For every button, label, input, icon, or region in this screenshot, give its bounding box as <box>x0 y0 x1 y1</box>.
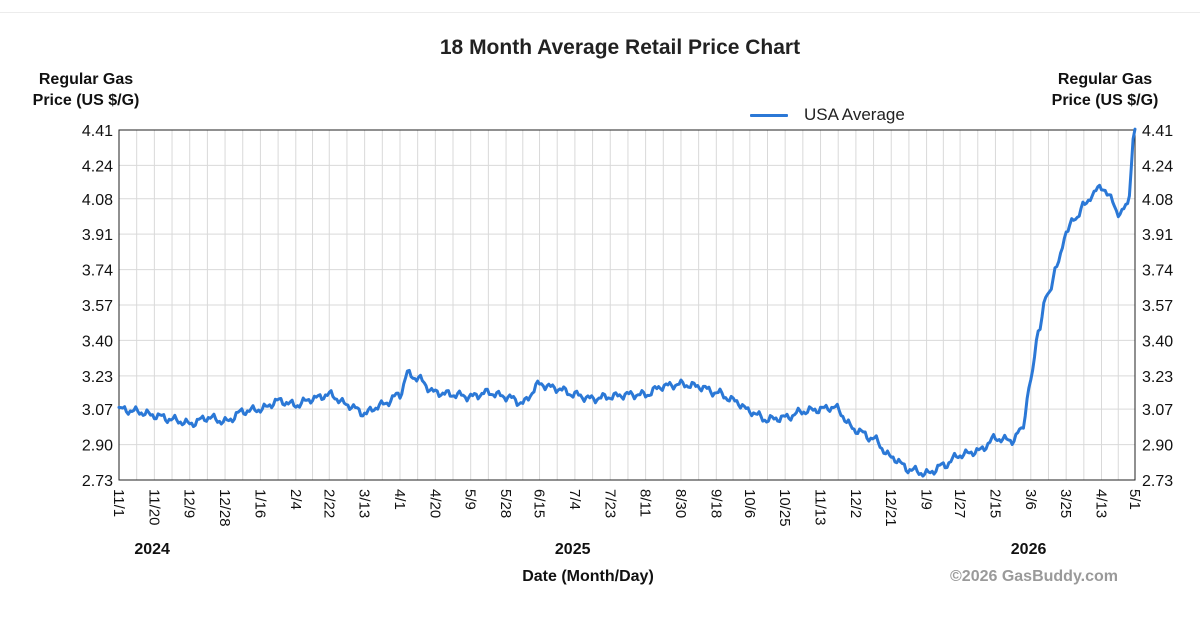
x-tick-label: 11/20 <box>145 489 162 525</box>
x-tick-label: 8/30 <box>672 489 689 518</box>
x-tick-label: 11/13 <box>812 489 829 525</box>
legend-label: USA Average <box>804 105 905 124</box>
year-label: 2026 <box>1010 541 1047 558</box>
x-tick-label: 10/6 <box>741 489 758 518</box>
x-tick-label: 1/16 <box>251 489 268 518</box>
y-axis-title-left-line1: Regular Gas <box>38 71 134 88</box>
y-tick-label-right: 3.74 <box>1142 263 1173 280</box>
y-tick-label-left: 3.40 <box>82 333 113 350</box>
y-tick-label-right: 4.08 <box>1142 192 1173 209</box>
x-tick-label: 12/21 <box>882 489 899 527</box>
x-tick-label: 10/25 <box>776 489 793 527</box>
y-axis-title-left: Regular Gas Price (US $/G) <box>26 69 146 111</box>
y-axis-title-right-line1: Regular Gas <box>1057 71 1153 88</box>
year-label: 2025 <box>554 541 591 558</box>
y-axis-title-left-line2: Price (US $/G) <box>32 92 140 109</box>
year-label: 2024 <box>134 541 170 558</box>
y-tick-label-right: 4.24 <box>1142 158 1173 175</box>
y-tick-label-left: 3.23 <box>82 369 113 386</box>
y-tick-label-right: 3.40 <box>1142 333 1173 350</box>
y-tick-label-left: 2.90 <box>82 438 113 455</box>
x-tick-label: 8/11 <box>637 489 654 517</box>
y-tick-label-right: 2.90 <box>1142 438 1173 455</box>
y-tick-label-left: 4.08 <box>82 192 113 209</box>
top-divider <box>0 12 1200 13</box>
x-tick-label: 11/1 <box>110 489 127 517</box>
x-tick-label: 5/1 <box>1126 489 1143 510</box>
y-tick-label-right: 3.23 <box>1142 369 1173 386</box>
y-tick-label-left: 3.57 <box>82 298 113 315</box>
y-tick-label-left: 3.74 <box>82 263 113 280</box>
y-tick-label-left: 4.24 <box>82 158 113 175</box>
plot-frame <box>118 129 1136 481</box>
series-line-usa-average <box>117 127 1137 478</box>
x-tick-label: 2/22 <box>320 489 337 518</box>
y-tick-label-left: 3.07 <box>82 402 113 419</box>
x-tick-label: 3/6 <box>1022 489 1039 510</box>
y-tick-label-right: 3.07 <box>1142 402 1173 419</box>
y-tick-label-left: 4.41 <box>82 123 113 140</box>
legend: USA Average <box>750 104 905 126</box>
copyright-credit: ©2026 GasBuddy.com <box>950 568 1118 585</box>
y-tick-label-left: 3.91 <box>82 227 113 244</box>
y-tick-label-right: 3.91 <box>1142 227 1173 244</box>
x-tick-label: 1/27 <box>951 489 968 518</box>
x-axis-title: Date (Month/Day) <box>522 568 654 585</box>
x-tick-label: 4/1 <box>391 489 408 510</box>
legend-swatch <box>750 113 788 117</box>
x-tick-label: 5/28 <box>497 489 514 518</box>
x-tick-label: 4/20 <box>426 489 443 518</box>
x-tick-label: 3/13 <box>356 489 373 518</box>
chart-title: 18 Month Average Retail Price Chart <box>439 36 801 59</box>
x-tick-label: 9/18 <box>707 489 724 518</box>
x-tick-label: 5/9 <box>462 489 479 510</box>
y-tick-label-left: 2.73 <box>82 473 113 490</box>
x-tick-label: 7/4 <box>566 489 583 510</box>
x-tick-label: 7/23 <box>601 489 618 518</box>
x-tick-label: 4/13 <box>1093 489 1110 518</box>
x-tick-label: 12/2 <box>847 489 864 518</box>
x-tick-label: 12/9 <box>181 489 198 518</box>
y-tick-label-right: 2.73 <box>1142 473 1173 490</box>
y-tick-label-right: 4.41 <box>1142 123 1173 140</box>
x-tick-label: 2/4 <box>287 489 304 510</box>
x-tick-label: 1/9 <box>918 489 935 510</box>
y-tick-label-right: 3.57 <box>1142 298 1173 315</box>
x-tick-label: 3/25 <box>1057 489 1074 518</box>
x-tick-label: 2/15 <box>986 489 1003 518</box>
y-axis-title-right: Regular Gas Price (US $/G) <box>1040 69 1170 111</box>
x-tick-label: 6/15 <box>531 489 548 518</box>
y-axis-title-right-line2: Price (US $/G) <box>1051 92 1159 109</box>
x-tick-label: 12/28 <box>216 489 233 527</box>
